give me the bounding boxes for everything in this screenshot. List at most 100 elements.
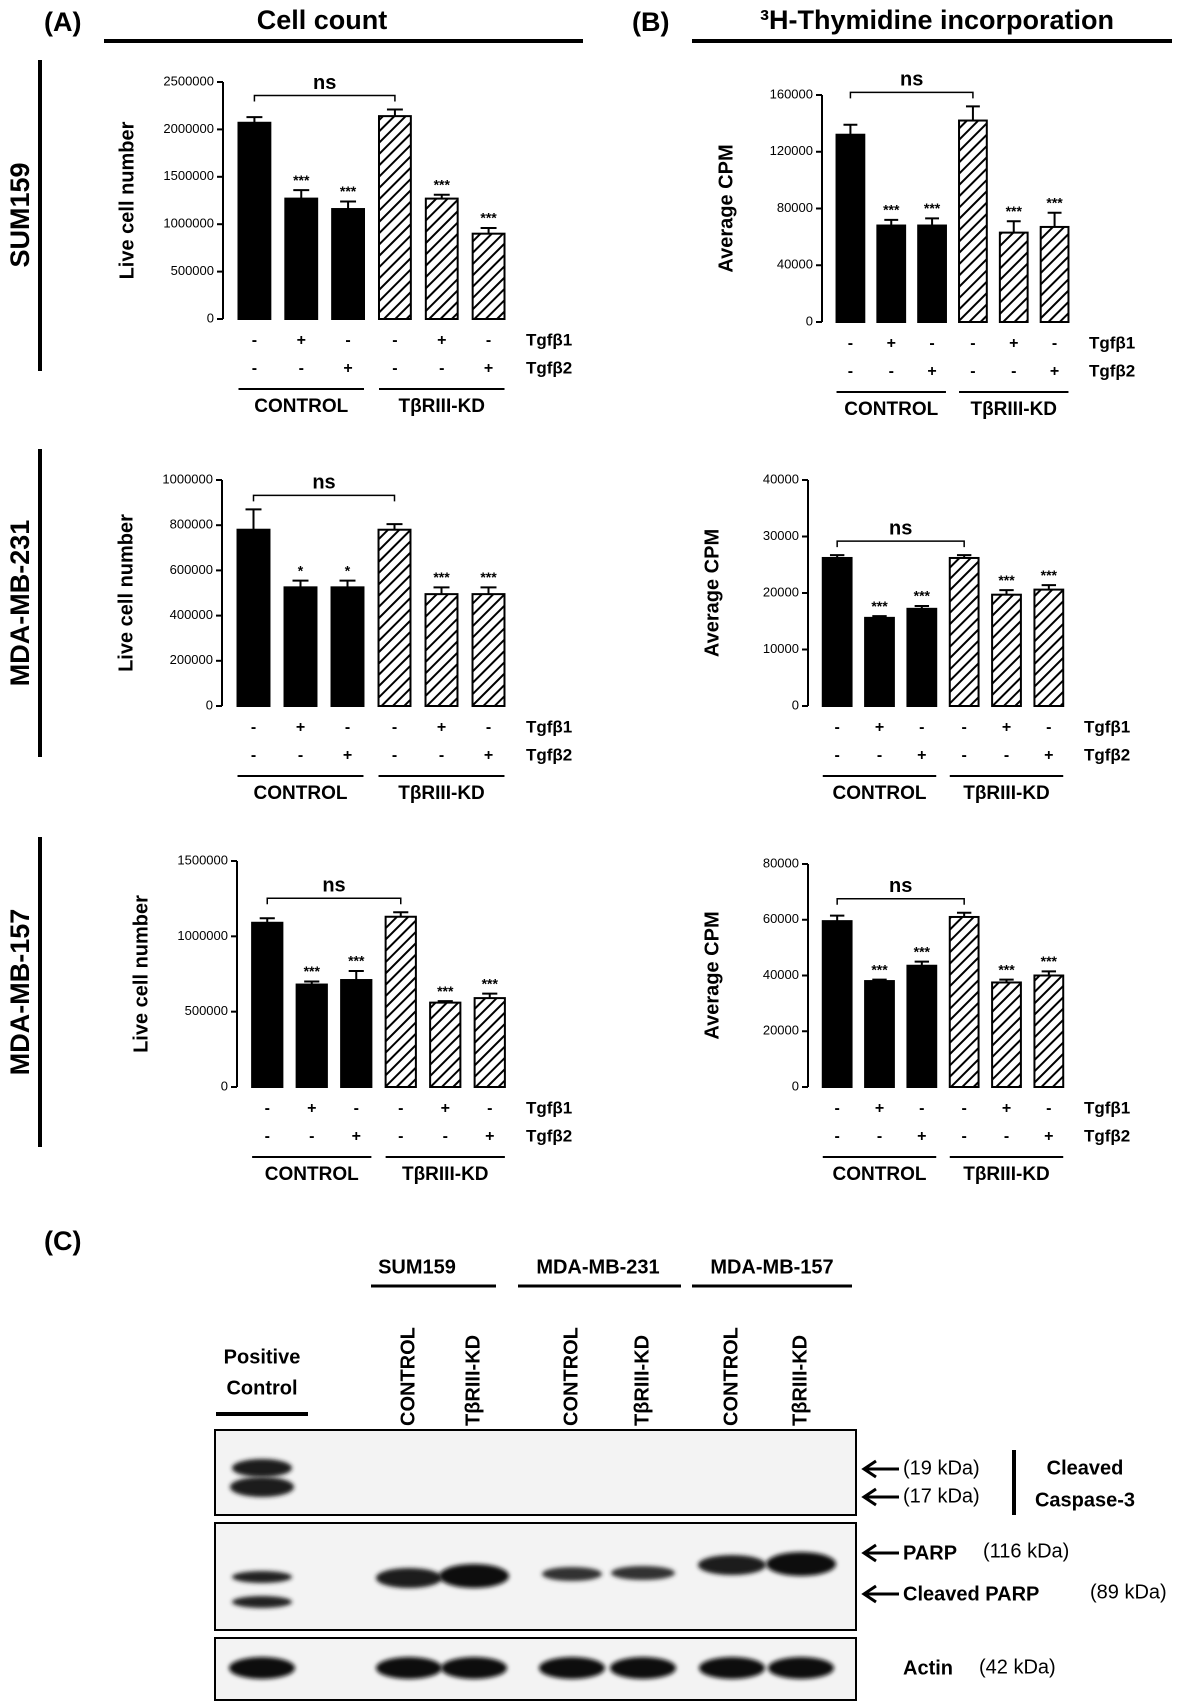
- treatment-sign: +: [485, 1128, 494, 1145]
- error-bar: [293, 189, 310, 199]
- error-bar: [348, 969, 364, 981]
- error-bar: [925, 217, 940, 226]
- treatment-sign: -: [835, 719, 840, 736]
- treatment-sign: -: [929, 335, 934, 352]
- treatment-sign: -: [392, 747, 397, 764]
- group-label: CONTROL: [265, 1164, 359, 1185]
- treatment-name: Tgfβ1: [1089, 333, 1135, 352]
- treatment-sign: -: [1046, 719, 1051, 736]
- significance-label: ***: [304, 963, 321, 979]
- blot-membrane: [214, 1522, 857, 1631]
- y-tick-label: 0: [792, 697, 799, 712]
- y-tick-label: 0: [221, 1078, 228, 1093]
- y-tick-label: 0: [207, 310, 214, 325]
- group-label: CONTROL: [833, 783, 927, 804]
- treatment-sign: +: [927, 363, 936, 380]
- significance-label: ***: [914, 588, 931, 604]
- error-bar: [965, 105, 980, 121]
- y-tick-label: 800000: [170, 517, 213, 532]
- bar: [835, 133, 866, 323]
- y-tick-label: 0: [206, 697, 213, 712]
- error-bar: [292, 579, 309, 588]
- y-tick-label: 120000: [770, 143, 813, 158]
- y-axis-label: Average CPM: [701, 529, 723, 657]
- treatment-name: Tgfβ1: [526, 330, 572, 349]
- bar: [283, 586, 318, 707]
- band-size: (17 kDa): [903, 1485, 980, 1507]
- y-axis-label: Average CPM: [701, 911, 723, 1039]
- treatment-sign: -: [848, 335, 853, 352]
- error-bar: [386, 523, 403, 530]
- treatment-sign: +: [875, 1100, 884, 1117]
- lane-label: CONTROL: [397, 1327, 419, 1426]
- y-tick-label: 80000: [777, 200, 813, 215]
- significance-label: ***: [293, 172, 310, 188]
- y-tick-label: 600000: [170, 562, 213, 577]
- row-label: SUM159: [5, 162, 35, 267]
- group-label: CONTROL: [844, 399, 938, 420]
- error-bar: [914, 604, 930, 609]
- y-tick-label: 40000: [763, 471, 799, 486]
- treatment-sign: -: [486, 332, 491, 349]
- bar: [991, 981, 1022, 1088]
- lane-label: CONTROL: [720, 1327, 742, 1426]
- cell-line-label: MDA-MB-231: [536, 1256, 659, 1278]
- group-label: CONTROL: [254, 396, 348, 417]
- bar: [424, 197, 459, 321]
- treatment-sign: +: [484, 747, 493, 764]
- band-size: (116 kDa): [983, 1540, 1069, 1562]
- treatment-sign: +: [917, 747, 926, 764]
- group-label: CONTROL: [833, 1164, 927, 1185]
- y-tick-label: 500000: [171, 263, 214, 278]
- bar: [906, 607, 938, 708]
- significance-label: ***: [1041, 567, 1058, 583]
- y-tick-label: 500000: [185, 1003, 228, 1018]
- bar: [295, 983, 328, 1089]
- blot-band: [699, 1657, 765, 1679]
- treatment-sign: -: [252, 332, 257, 349]
- treatment-sign: -: [251, 719, 256, 736]
- treatment-sign: -: [1011, 363, 1016, 380]
- error-bar: [246, 116, 263, 123]
- treatment-sign: -: [848, 363, 853, 380]
- group-label: TβRIII-KD: [402, 1164, 489, 1185]
- treatment-sign: -: [835, 747, 840, 764]
- panel-title: ³H-Thymidine incorporation: [760, 5, 1114, 35]
- y-tick-label: 1500000: [177, 852, 228, 867]
- bar: [917, 224, 947, 323]
- blot-band: [232, 1459, 292, 1477]
- cell-line-label: SUM159: [378, 1256, 456, 1278]
- row-label: MDA-MB-157: [5, 909, 35, 1076]
- significance-label: ***: [437, 983, 454, 999]
- y-tick-label: 200000: [170, 652, 213, 667]
- treatment-name: Tgfβ2: [526, 1126, 572, 1145]
- blot-band: [766, 1552, 836, 1576]
- treatment-sign: -: [1004, 1128, 1009, 1145]
- group-label: CONTROL: [254, 783, 348, 804]
- band-size: (42 kDa): [979, 1656, 1056, 1678]
- error-bar: [393, 911, 409, 917]
- bar: [384, 915, 417, 1088]
- comparison-label: ns: [322, 875, 345, 897]
- group-label: TβRIII-KD: [970, 399, 1057, 420]
- y-tick-label: 20000: [763, 1023, 799, 1038]
- error-bar: [480, 226, 497, 234]
- bar: [998, 231, 1029, 323]
- error-bar: [872, 978, 887, 982]
- treatment-sign: +: [437, 332, 446, 349]
- treatment-sign: -: [265, 1100, 270, 1117]
- y-tick-label: 40000: [777, 257, 813, 272]
- y-tick-label: 40000: [763, 967, 799, 982]
- blot-band: [441, 1657, 507, 1679]
- error-bar: [843, 123, 858, 135]
- lane-label: TβRIII-KD: [631, 1335, 653, 1426]
- significance-label: ***: [924, 200, 941, 216]
- error-bar: [245, 508, 262, 530]
- blot-band: [439, 1564, 509, 1588]
- panel-label: (A): [44, 7, 81, 37]
- cell-line-label: MDA-MB-157: [710, 1256, 833, 1278]
- blot-membrane: [214, 1429, 857, 1516]
- error-bar: [1041, 584, 1057, 590]
- error-bar: [956, 554, 972, 558]
- comparison-label: ns: [312, 472, 335, 494]
